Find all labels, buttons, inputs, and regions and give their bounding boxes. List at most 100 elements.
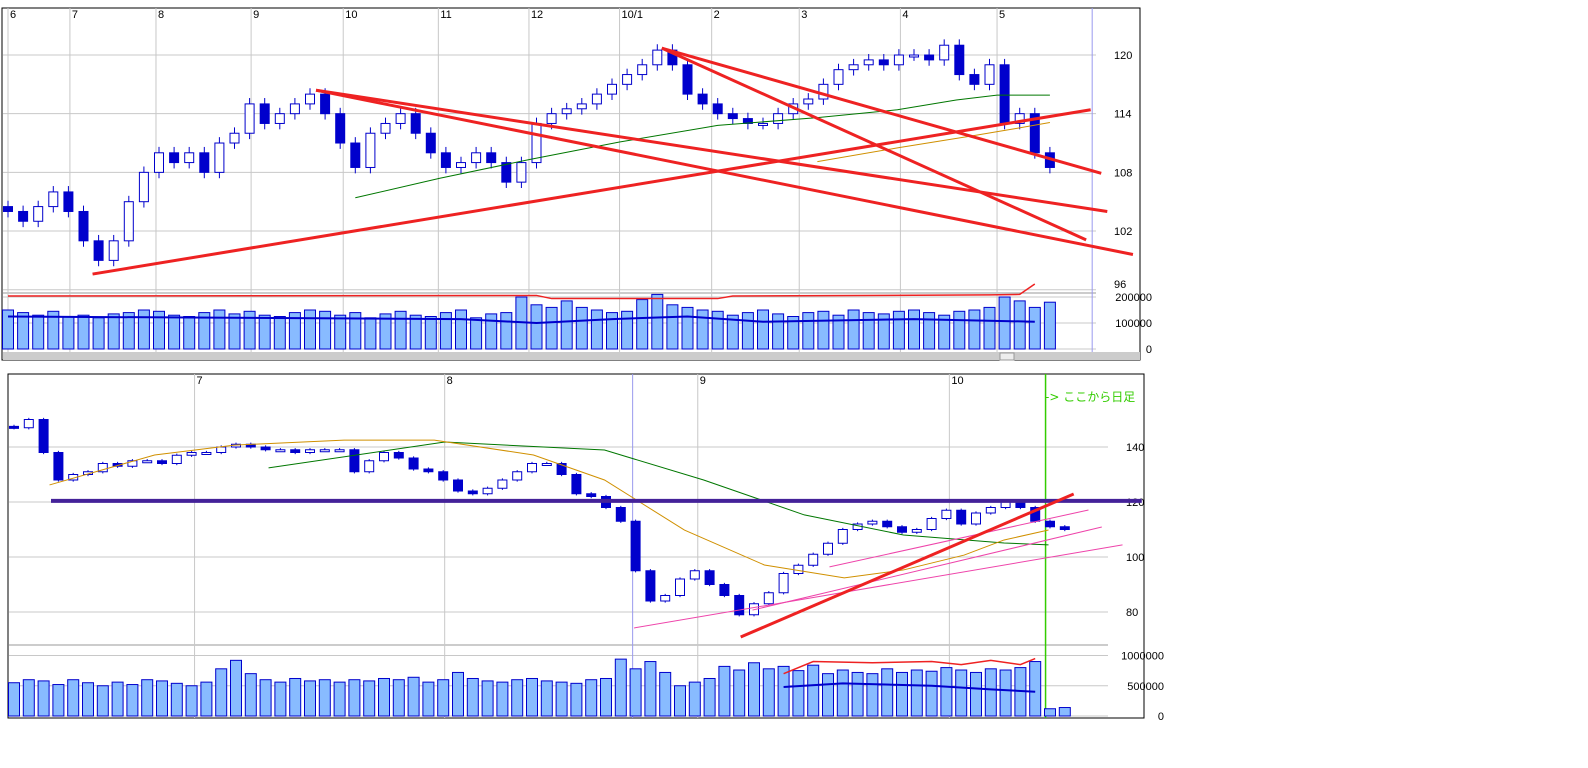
x-tick-label: 7 <box>72 9 78 21</box>
candle <box>38 419 49 453</box>
candle <box>456 162 466 168</box>
trend-line <box>92 108 1091 276</box>
volume-bar <box>526 677 538 717</box>
y-tick-label: 102 <box>1114 226 1132 238</box>
volume-tick-label: 0 <box>1146 344 1152 356</box>
volume-bar <box>666 304 679 350</box>
volume-bar <box>570 682 583 717</box>
volume-bar <box>137 309 150 350</box>
volume-bar <box>289 677 302 717</box>
volume-bar <box>107 313 120 350</box>
y-tick-label: 96 <box>1114 279 1126 291</box>
candle <box>48 191 59 208</box>
candle <box>112 463 123 467</box>
volume-bar <box>62 316 75 350</box>
volume-bar <box>288 312 301 350</box>
candle <box>808 553 819 566</box>
volume-bar <box>970 671 982 717</box>
volume-bar <box>437 679 450 717</box>
volume-bar <box>244 673 257 717</box>
candle <box>365 132 376 168</box>
volume-bar <box>629 668 642 717</box>
y-tick-label: 114 <box>1114 109 1132 121</box>
candle <box>127 460 138 467</box>
candle <box>171 454 182 464</box>
candle <box>591 93 602 105</box>
candle <box>142 460 153 464</box>
candle <box>201 452 212 455</box>
top-scrollbar[interactable] <box>3 352 1140 360</box>
volume-bar <box>364 317 377 350</box>
volume-bar <box>481 680 494 717</box>
volume-bar <box>363 680 376 717</box>
x-tick-label: 4 <box>902 9 908 21</box>
candle <box>453 479 463 492</box>
volume-bar <box>126 684 139 717</box>
moving-average-long <box>355 94 1050 199</box>
candle <box>289 103 300 115</box>
volume-bar <box>836 669 849 717</box>
candle <box>1029 113 1040 154</box>
volume-bar <box>67 679 80 717</box>
candle <box>941 509 952 519</box>
candle <box>501 162 512 183</box>
volume-bar <box>319 310 332 350</box>
candle <box>260 446 271 451</box>
volume-bar <box>258 314 271 350</box>
volume-bar <box>17 312 30 350</box>
volume-bar <box>77 314 90 350</box>
volume-bar <box>334 314 347 350</box>
channel-line <box>752 526 1102 611</box>
candle <box>712 103 723 115</box>
candle <box>423 468 434 473</box>
candle <box>214 142 225 173</box>
candle <box>482 487 493 495</box>
candle <box>793 564 804 574</box>
candle <box>123 201 134 242</box>
volume-bar <box>122 312 135 350</box>
volume-bar <box>409 314 422 350</box>
x-tick-label: 10 <box>345 9 357 21</box>
candle <box>652 49 663 66</box>
volume-bar <box>787 316 800 350</box>
volume-bar <box>817 310 830 350</box>
trend-line <box>740 492 1075 639</box>
volume-bar <box>274 681 287 717</box>
y-tick-label: 100 <box>1126 552 1144 564</box>
volume-bar <box>485 313 498 350</box>
y-tick-label: 120 <box>1126 497 1144 509</box>
candle <box>818 83 829 100</box>
volume-ma-line-blue <box>783 682 1036 693</box>
moving-average-long <box>268 441 1049 546</box>
volume-bar <box>349 312 362 350</box>
candle <box>778 573 789 594</box>
volume-bar <box>703 677 716 717</box>
volume-bar <box>606 312 618 350</box>
y-tick-label: 108 <box>1114 167 1132 179</box>
volume-bar <box>22 679 35 717</box>
candle <box>244 103 255 134</box>
volume-bar <box>636 299 649 350</box>
volume-bar <box>466 677 479 717</box>
candle <box>969 74 980 85</box>
volume-bar <box>938 314 951 350</box>
volume-bar <box>47 310 60 350</box>
candle <box>911 529 922 533</box>
candle <box>939 44 950 61</box>
volume-bar <box>304 309 316 350</box>
volume-bar <box>228 313 241 350</box>
volume-bar <box>378 677 390 717</box>
volume-bar <box>998 296 1011 350</box>
candle <box>93 240 104 261</box>
volume-bar <box>1043 301 1056 350</box>
x-tick-label: 9 <box>253 9 259 21</box>
top-scroll-thumb[interactable] <box>999 352 1015 361</box>
volume-bar <box>896 671 908 717</box>
x-tick-label: 3 <box>801 9 807 21</box>
candle <box>410 113 421 134</box>
volume-bar <box>575 306 588 350</box>
candle <box>878 59 889 66</box>
y-tick-label: 80 <box>1126 607 1138 619</box>
x-tick-label: 8 <box>158 9 164 21</box>
candle <box>9 425 19 429</box>
